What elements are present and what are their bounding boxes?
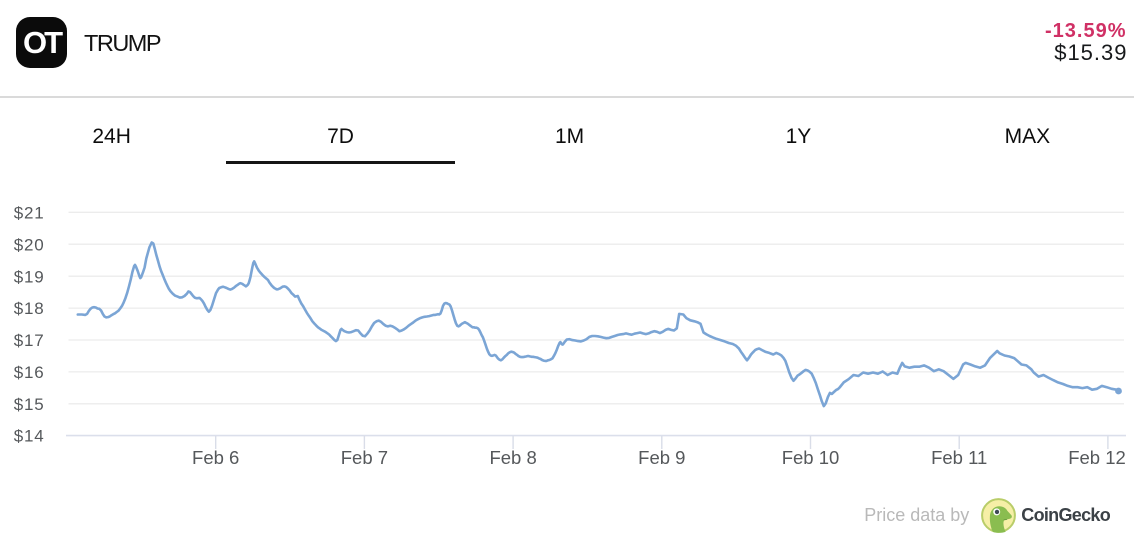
svg-text:$15: $15 [14, 395, 45, 414]
svg-text:$17: $17 [14, 331, 45, 350]
svg-text:$16: $16 [14, 363, 45, 382]
svg-text:$19: $19 [14, 267, 45, 286]
svg-text:Feb 11: Feb 11 [931, 447, 987, 468]
svg-text:$18: $18 [14, 299, 45, 318]
svg-text:$21: $21 [14, 203, 45, 222]
svg-text:Feb 12: Feb 12 [1068, 447, 1126, 468]
svg-text:Feb 9: Feb 9 [638, 447, 685, 468]
svg-text:$14: $14 [14, 427, 45, 446]
svg-text:$20: $20 [14, 235, 45, 254]
svg-text:Feb 8: Feb 8 [489, 447, 536, 468]
svg-text:Feb 10: Feb 10 [782, 447, 840, 468]
svg-text:Feb 7: Feb 7 [341, 447, 388, 468]
svg-text:Feb 6: Feb 6 [192, 447, 239, 468]
